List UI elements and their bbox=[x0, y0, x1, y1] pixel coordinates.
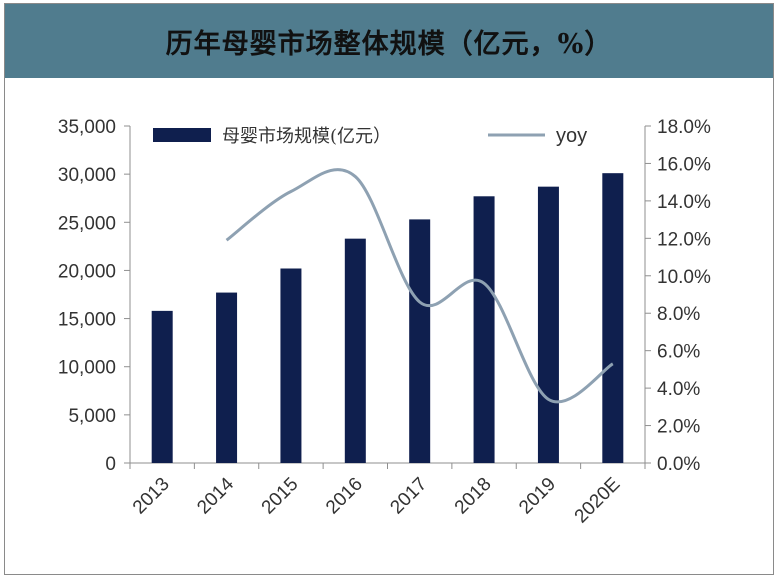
chart-frame: 历年母婴市场整体规模（亿元，%） bbox=[4, 3, 774, 575]
right-axis-tick-label: 4.0% bbox=[657, 379, 700, 400]
legend: 母婴市场规模(亿元） yoy bbox=[153, 125, 587, 147]
right-axis-tick-label: 16.0% bbox=[657, 154, 711, 175]
right-axis-tick-label: 2.0% bbox=[657, 417, 700, 438]
right-axis-tick-label: 0.0% bbox=[657, 454, 700, 475]
left-axis-tick-label: 20,000 bbox=[58, 261, 116, 282]
bar-2018 bbox=[473, 196, 495, 463]
bar-2017 bbox=[409, 219, 431, 463]
chart-header: 历年母婴市场整体规模（亿元，%） bbox=[5, 4, 773, 78]
right-axis-tick-label: 18.0% bbox=[657, 117, 711, 138]
x-axis-tick-label: 2016 bbox=[322, 474, 367, 519]
chart-title: 历年母婴市场整体规模（亿元，%） bbox=[165, 28, 613, 60]
x-axis-tick-label: 2015 bbox=[258, 474, 303, 519]
left-axis-tick-label: 0 bbox=[105, 454, 116, 475]
right-axis-tick-label: 14.0% bbox=[657, 192, 711, 213]
x-axis-tick-label: 2020E bbox=[571, 474, 625, 528]
left-axis-tick-label: 15,000 bbox=[58, 310, 116, 331]
bar-2016 bbox=[344, 238, 366, 463]
yoy-line-layer bbox=[225, 168, 614, 404]
x-axis-tick-label: 2014 bbox=[193, 473, 238, 518]
left-axis-tick-label: 25,000 bbox=[58, 213, 116, 234]
right-axis-tick-label: 6.0% bbox=[657, 342, 700, 363]
bar-2020E bbox=[602, 173, 624, 463]
left-axis-tick-label: 30,000 bbox=[58, 165, 116, 186]
bar-2014 bbox=[216, 292, 238, 463]
bar-2019 bbox=[537, 186, 559, 463]
right-axis-tick-label: 8.0% bbox=[657, 304, 700, 325]
bar-2013 bbox=[151, 310, 173, 463]
left-axis-tick-label: 5,000 bbox=[68, 406, 116, 427]
x-axis-tick-label: 2017 bbox=[386, 474, 431, 519]
legend-line-label: yoy bbox=[556, 125, 587, 147]
bar-2015 bbox=[280, 268, 302, 463]
left-axis-tick-label: 10,000 bbox=[58, 358, 116, 379]
x-axis-tick-label: 2013 bbox=[129, 474, 174, 519]
legend-bar-swatch bbox=[153, 128, 211, 142]
x-axis-tick-label: 2019 bbox=[515, 474, 560, 519]
left-axis-tick-label: 35,000 bbox=[58, 117, 116, 138]
bars-layer bbox=[151, 173, 624, 463]
right-axis-tick-label: 10.0% bbox=[657, 267, 711, 288]
x-axis-tick-label: 2018 bbox=[451, 474, 496, 519]
right-axis-tick-label: 12.0% bbox=[657, 229, 711, 250]
legend-bar-label: 母婴市场规模(亿元） bbox=[222, 126, 391, 147]
